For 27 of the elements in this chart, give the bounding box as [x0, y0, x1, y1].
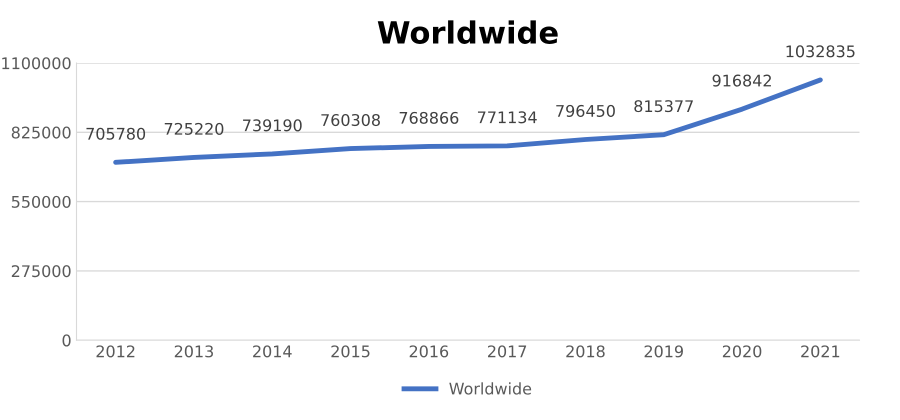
x-tick-label: 2012 — [96, 345, 134, 358]
data-label: 760308 — [321, 114, 380, 126]
data-label: 768866 — [400, 112, 458, 124]
x-tick-label: 2019 — [644, 345, 683, 358]
x-tick-label: 2013 — [174, 345, 213, 358]
x-tick-label: 2014 — [253, 345, 292, 358]
data-label: 771134 — [478, 111, 537, 124]
y-tick-label: 275000 — [12, 265, 71, 278]
y-tick-label: 0 — [62, 334, 71, 346]
x-tick-label: 2020 — [722, 345, 762, 358]
data-label: 705780 — [86, 128, 146, 140]
data-label: 1032835 — [786, 45, 855, 58]
data-label: 796450 — [556, 104, 615, 117]
x-tick-label: 2018 — [566, 345, 605, 358]
x-tick-label: 2016 — [410, 345, 448, 358]
x-tick-label: 2021 — [801, 345, 840, 358]
y-tick-label: 825000 — [12, 126, 71, 139]
data-label: 916842 — [712, 74, 771, 87]
legend-label: Worldwide — [449, 382, 532, 395]
chart-title: Worldwide — [378, 20, 558, 44]
data-label: 815377 — [634, 100, 693, 112]
data-label: 725220 — [164, 122, 224, 135]
x-tick-label: 2015 — [331, 345, 370, 358]
x-tick-label: 2017 — [488, 345, 526, 358]
y-tick-label: 1100000 — [2, 57, 71, 70]
data-label: 739190 — [243, 119, 302, 132]
y-tick-label: 550000 — [12, 196, 71, 208]
